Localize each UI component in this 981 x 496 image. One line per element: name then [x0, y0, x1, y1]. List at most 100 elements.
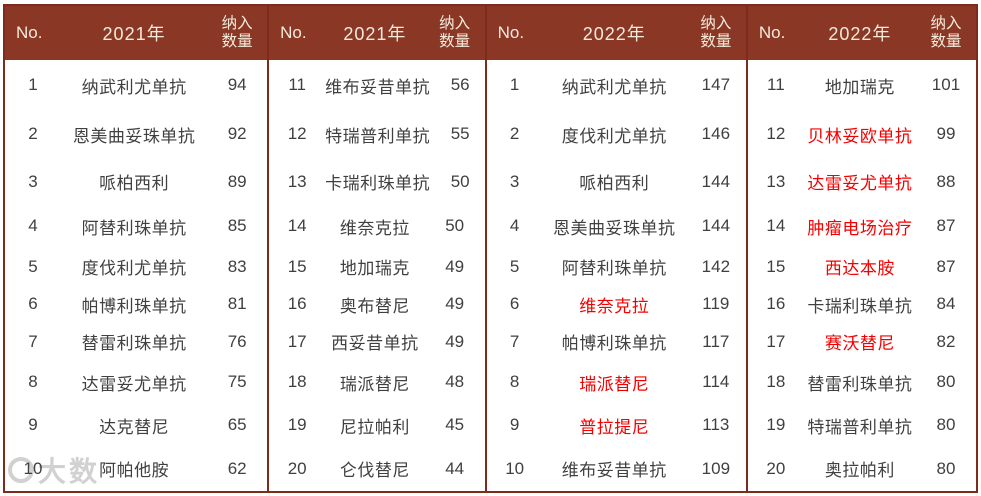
group-rows: 11 维布妥昔单抗 56 12 特瑞普利单抗 55 13 卡瑞利珠单抗 50 14 维奈克拉 50 15…: [269, 60, 485, 491]
table-column-groups: No. 2021年 纳入 数量 1 纳武利尤单抗 94 2 恩美曲妥珠单抗 92 3 哌柏西利 89 4 阿…: [5, 6, 976, 491]
count-column-header: 纳入 数量: [425, 15, 485, 52]
count-cell: 65: [227, 415, 247, 435]
rank-cell: 10: [23, 458, 43, 478]
count-header-line1: 纳入: [439, 14, 471, 32]
count-cell: 99: [936, 124, 956, 144]
drug-name-cell: 卡瑞利珠单抗: [807, 296, 913, 316]
rank-cell: 20: [287, 458, 307, 478]
group-header-row: No. 2021年 纳入 数量: [5, 6, 268, 60]
table-row: 17 赛沃替尼 82: [748, 323, 976, 360]
group-rows: 1 纳武利尤单抗 147 2 度伐利尤单抗 146 3 哌柏西利 144 4 恩美曲妥珠单抗 144 5…: [487, 60, 746, 491]
drug-name-cell: 赛沃替尼: [824, 334, 895, 354]
group-header-row: No. 2021年 纳入 数量: [269, 6, 485, 60]
drug-name-cell: 恩美曲妥珠单抗: [553, 218, 676, 238]
drug-name-cell: 卡瑞利珠单抗: [325, 174, 431, 194]
table-row: 19 尼拉帕利 45: [269, 404, 485, 447]
rank-cell: 13: [766, 171, 786, 191]
rank-cell: 1: [509, 75, 520, 95]
table-row: 19 特瑞普利单抗 80: [748, 404, 976, 447]
table-row: 5 阿替利珠单抗 142: [487, 248, 746, 286]
count-column-header: 纳入 数量: [207, 15, 267, 52]
table-row: 2 恩美曲妥珠单抗 92: [5, 110, 267, 158]
count-cell: 142: [701, 256, 731, 276]
table-row: 6 帕博利珠单抗 81: [5, 286, 267, 323]
drug-name-cell: 哌柏西利: [99, 174, 170, 194]
table-row: 7 替雷利珠单抗 76: [5, 323, 267, 360]
drug-name-cell: 地加瑞克: [824, 77, 895, 97]
rank-cell: 7: [28, 331, 38, 351]
table-row: 17 西妥昔单抗 49: [269, 323, 485, 360]
count-cell: 114: [702, 372, 730, 392]
rank-cell: 8: [28, 372, 38, 392]
rank-cell: 3: [509, 171, 520, 191]
table-row: 3 哌柏西利 144: [487, 158, 746, 205]
drug-name-cell: 维布妥昔单抗: [561, 461, 667, 481]
count-cell: 113: [702, 415, 730, 435]
year-column-header: 2022年: [582, 24, 646, 44]
rank-cell: 2: [509, 124, 520, 144]
rank-cell: 10: [505, 458, 525, 478]
table-row: 1 纳武利尤单抗 94: [5, 60, 267, 110]
table-row: 4 恩美曲妥珠单抗 144: [487, 205, 746, 247]
count-cell: 147: [701, 75, 731, 95]
rank-cell: 9: [28, 415, 38, 435]
drug-name-cell: 维奈克拉: [579, 296, 650, 316]
rank-cell: 18: [287, 372, 307, 392]
rank-cell: 5: [509, 256, 520, 276]
table-row: 18 替雷利珠单抗 80: [748, 360, 976, 403]
drug-name-cell: 西达本胺: [824, 259, 895, 279]
count-cell: 146: [701, 124, 731, 144]
table-row: 7 帕博利珠单抗 117: [487, 323, 746, 360]
no-column-header: No.: [758, 23, 786, 42]
rank-cell: 15: [287, 256, 307, 276]
rank-cell: 14: [287, 216, 307, 236]
count-cell: 50: [445, 216, 465, 236]
table-row: 12 特瑞普利单抗 55: [269, 110, 485, 158]
drug-name-cell: 尼拉帕利: [339, 417, 410, 437]
table-row: 9 达克替尼 65: [5, 404, 267, 447]
count-cell: 84: [936, 294, 956, 314]
drug-name-cell: 贝林妥欧单抗: [807, 126, 913, 146]
table-row: 15 地加瑞克 49: [269, 248, 485, 286]
drug-name-cell: 帕博利珠单抗: [81, 296, 187, 316]
count-cell: 92: [227, 124, 247, 144]
table-row: 11 地加瑞克 101: [748, 60, 976, 110]
table-row: 6 维奈克拉 119: [487, 286, 746, 323]
count-header-line1: 纳入: [221, 14, 253, 32]
table-row: 8 瑞派替尼 114: [487, 360, 746, 403]
count-cell: 109: [701, 458, 731, 478]
group-rows: 11 地加瑞克 101 12 贝林妥欧单抗 99 13 达雷妥尤单抗 88 14 肿瘤电场治疗 87 1…: [748, 60, 976, 491]
drug-name-cell: 维奈克拉: [339, 218, 410, 238]
rank-cell: 12: [766, 124, 786, 144]
year-column-header: 2021年: [102, 24, 166, 44]
count-cell: 56: [450, 75, 470, 95]
table-row: 5 度伐利尤单抗 83: [5, 248, 267, 286]
table-row: 8 达雷妥尤单抗 75: [5, 360, 267, 403]
count-cell: 76: [227, 331, 247, 351]
count-cell: 119: [702, 294, 730, 314]
rank-cell: 16: [287, 294, 307, 314]
table-row: 12 贝林妥欧单抗 99: [748, 110, 976, 158]
drug-name-cell: 奥拉帕利: [824, 461, 895, 481]
count-cell: 49: [445, 331, 465, 351]
table-row: 20 仑伐替尼 44: [269, 447, 485, 491]
table-row: 3 哌柏西利 89: [5, 158, 267, 205]
drug-name-cell: 阿替利珠单抗: [561, 259, 667, 279]
rank-cell: 16: [766, 294, 786, 314]
table-row: 14 肿瘤电场治疗 87: [748, 205, 976, 247]
group-header-row: No. 2022年 纳入 数量: [747, 6, 976, 60]
drug-name-cell: 帕博利珠单抗: [561, 334, 667, 354]
drug-name-cell: 特瑞普利单抗: [325, 126, 431, 146]
year-column-header: 2022年: [828, 24, 892, 44]
table-row: 1 纳武利尤单抗 147: [487, 60, 746, 110]
drug-name-cell: 阿帕他胺: [99, 461, 170, 481]
rank-cell: 15: [766, 256, 786, 276]
rank-cell: 5: [28, 256, 38, 276]
drug-name-cell: 替雷利珠单抗: [81, 334, 187, 354]
table-row: 13 卡瑞利珠单抗 50: [269, 158, 485, 205]
rank-cell: 9: [509, 415, 520, 435]
count-cell: 45: [445, 415, 465, 435]
count-cell: 82: [936, 331, 956, 351]
rank-cell: 1: [28, 75, 38, 95]
